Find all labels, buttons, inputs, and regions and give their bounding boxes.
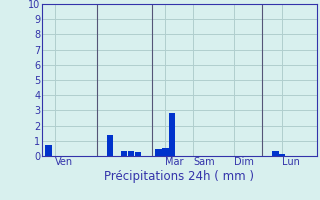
Bar — [135, 152, 141, 156]
X-axis label: Précipitations 24h ( mm ): Précipitations 24h ( mm ) — [104, 170, 254, 183]
Bar — [279, 154, 285, 156]
Bar — [169, 113, 175, 156]
Bar — [156, 149, 162, 156]
Bar — [128, 151, 134, 156]
Bar — [162, 148, 169, 156]
Bar — [107, 135, 114, 156]
Bar — [45, 145, 52, 156]
Bar — [272, 151, 279, 156]
Bar — [121, 151, 127, 156]
